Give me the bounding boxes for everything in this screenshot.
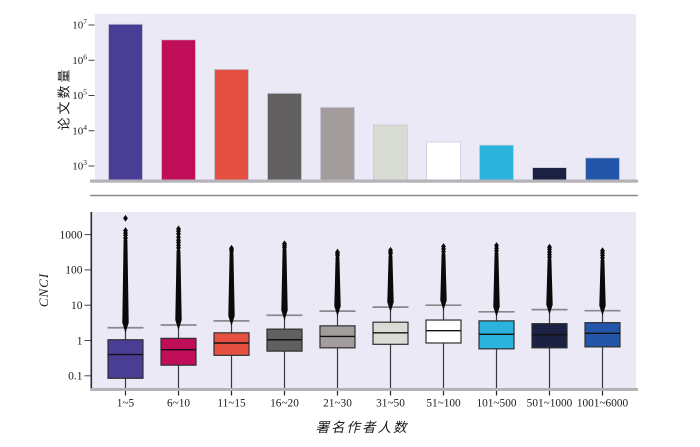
bar-16~20: [267, 92, 302, 181]
bar-y-tick-label: 106: [72, 52, 87, 67]
bar-31~50: [373, 124, 408, 181]
box-x-tick-label: 31~50: [376, 398, 405, 410]
outlier-dense-column: [122, 235, 129, 333]
top-chart-y-axis-title: 论文数量: [56, 66, 72, 131]
box-1001~6000: [584, 322, 621, 348]
outlier-dense-column: [281, 244, 288, 321]
bar-501~1000: [532, 167, 567, 181]
outlier-dense-column: [387, 251, 394, 313]
box-x-tick-label: 1001~6000: [577, 398, 629, 410]
box-x-tick-label: 501~1000: [527, 398, 573, 410]
box-y-tick-label: 1000: [60, 229, 83, 241]
box-x-tick-label: 51~100: [426, 398, 461, 410]
bar-6~10: [161, 39, 196, 181]
outlier-dense-column: [546, 254, 553, 315]
outlier-point: [547, 243, 552, 251]
box-6~10: [160, 337, 197, 366]
outlier-dense-column: [228, 248, 235, 326]
outlier-dense-column: [175, 246, 182, 330]
outlier-point: [123, 227, 128, 234]
outlier-point: [282, 240, 287, 248]
bottom-chart-x-axis-title: 署名作者人数: [315, 420, 409, 435]
outlier-point: [229, 244, 234, 252]
outlier-point: [600, 247, 605, 255]
box-x-tick-label: 16~20: [270, 398, 299, 410]
box-x-tick-label: 1~5: [117, 398, 135, 410]
bar-21~30: [320, 106, 355, 181]
outlier-dense-column: [599, 255, 606, 316]
bar-51~100: [426, 141, 461, 181]
box-y-tick-label: 100: [65, 265, 83, 277]
bar-101~500: [479, 144, 514, 181]
bar-1~5: [108, 23, 143, 181]
box-11~15: [213, 332, 250, 356]
outlier-dense-column: [334, 252, 341, 317]
outlier-dense-column: [440, 249, 447, 311]
box-x-axis-line: [90, 388, 638, 391]
box-y-tick-label: 10: [71, 300, 83, 312]
bar-1001~6000: [585, 157, 620, 181]
outlier-point: [176, 225, 181, 233]
bottom-chart-y-axis-title: CNCI: [36, 272, 51, 308]
box-x-tick-label: 21~30: [323, 398, 352, 410]
bar-y-tick-label: 104: [72, 123, 87, 138]
box-x-tick-label: 101~500: [476, 398, 516, 410]
outlier-point: [123, 214, 128, 222]
bar-y-tick-label: 103: [72, 158, 87, 173]
outlier-point: [388, 246, 393, 254]
outlier-point: [335, 248, 340, 256]
box-y-tick-label: 1: [77, 335, 83, 347]
bar-11~15: [214, 69, 249, 181]
bar-x-axis-line: [90, 179, 638, 183]
bar-y-tick-label: 105: [72, 88, 87, 103]
box-x-tick-label: 11~15: [217, 398, 246, 410]
box-y-tick-label: 0.1: [68, 371, 83, 383]
box-x-tick-label: 6~10: [167, 398, 190, 410]
bar-y-tick-label: 107: [72, 17, 87, 32]
outlier-dense-column: [493, 248, 500, 317]
box-1~5: [107, 339, 144, 379]
box-51~100: [425, 319, 462, 344]
outlier-point: [494, 242, 499, 249]
box-501~1000: [531, 323, 568, 349]
outlier-point: [441, 243, 446, 250]
